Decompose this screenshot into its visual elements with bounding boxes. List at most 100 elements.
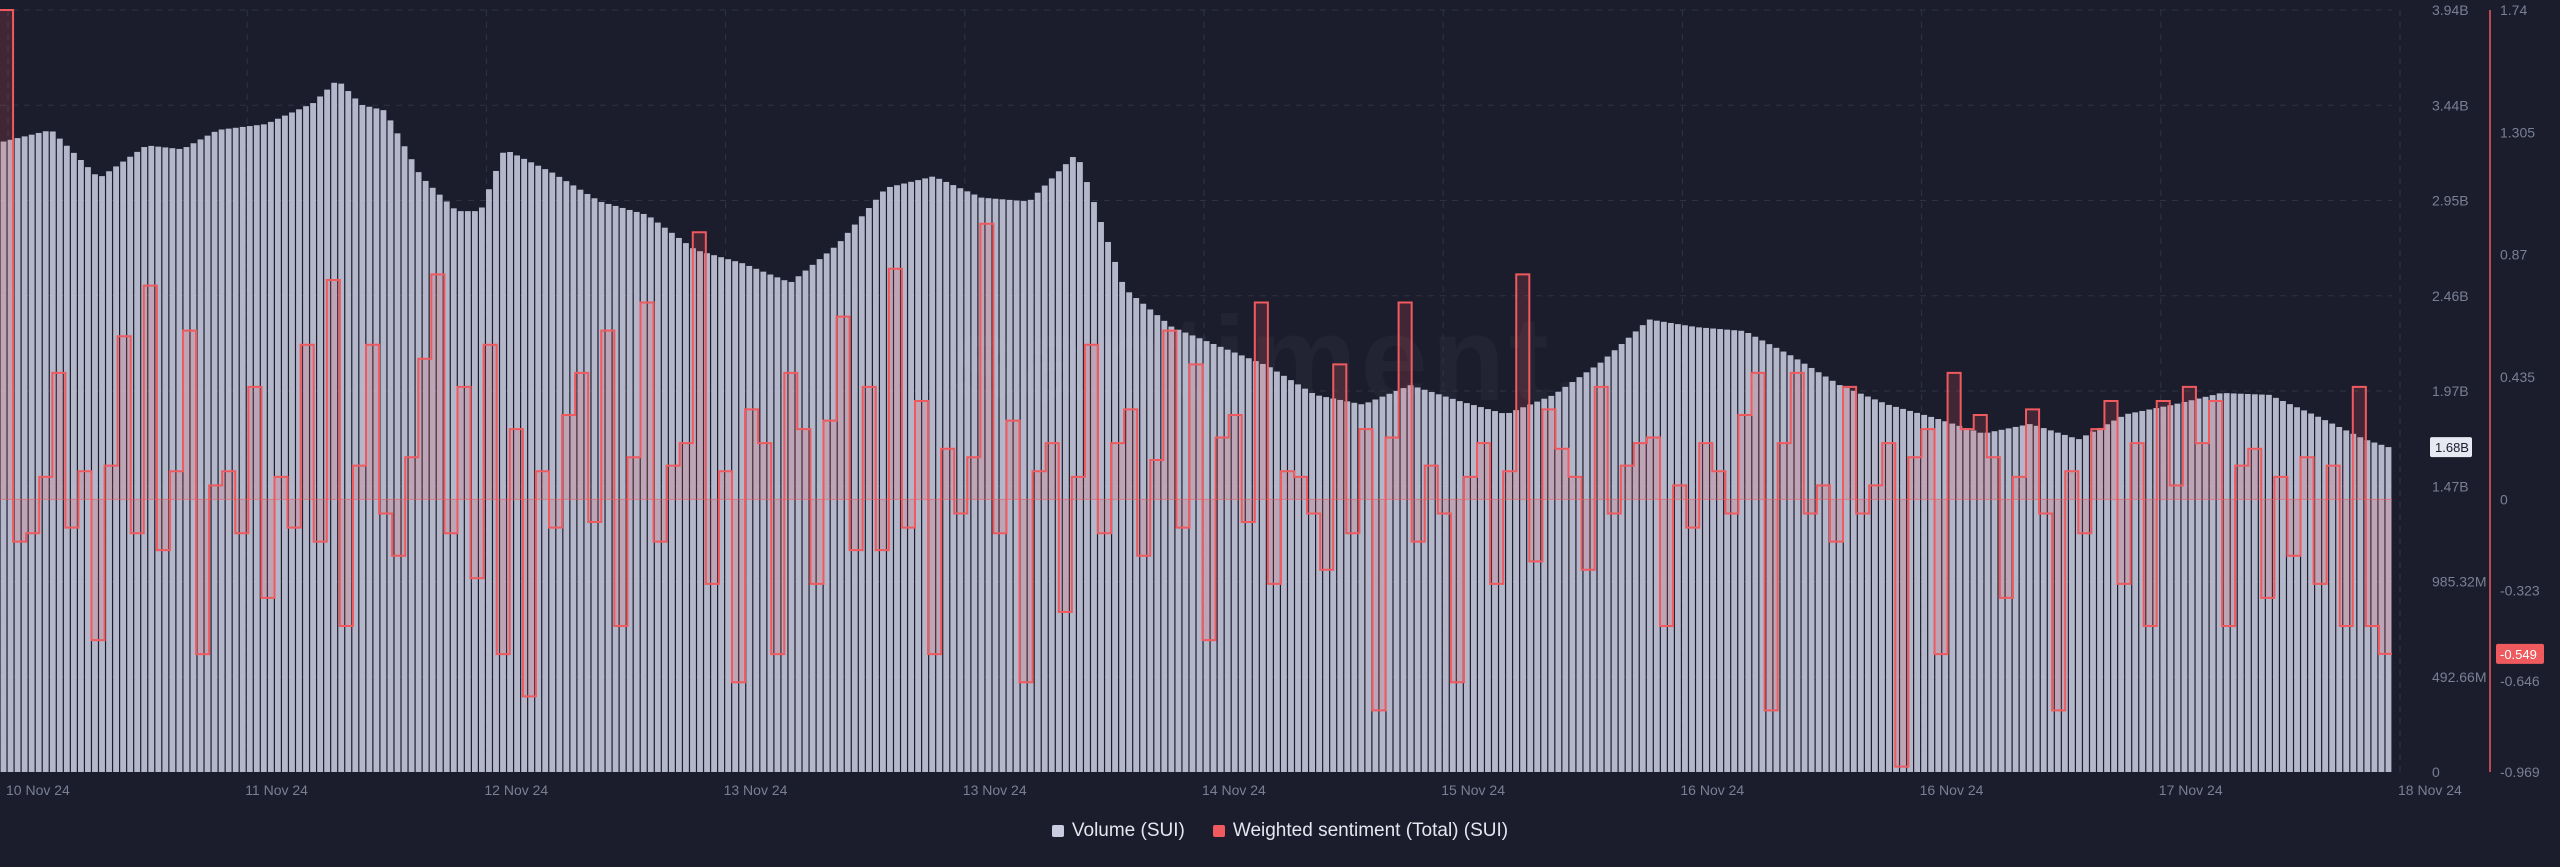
volume-bar[interactable]: [2097, 427, 2103, 772]
volume-bar[interactable]: [197, 139, 204, 772]
volume-bar[interactable]: [1794, 359, 1801, 772]
volume-bar[interactable]: [1435, 394, 1442, 772]
volume-bar[interactable]: [1330, 398, 1337, 772]
volume-bar[interactable]: [35, 132, 42, 772]
volume-bar[interactable]: [366, 106, 373, 772]
volume-bar[interactable]: [654, 222, 661, 772]
volume-bar[interactable]: [1576, 377, 1583, 772]
volume-bar[interactable]: [1597, 362, 1604, 772]
volume-bar[interactable]: [345, 91, 352, 772]
volume-bar[interactable]: [1372, 399, 1379, 772]
volume-bar[interactable]: [1231, 352, 1238, 772]
volume-bar[interactable]: [1281, 375, 1287, 772]
volume-bar[interactable]: [1970, 430, 1977, 772]
volume-bar[interactable]: [2280, 400, 2286, 772]
volume-bar[interactable]: [992, 198, 999, 772]
volume-bar[interactable]: [190, 143, 197, 773]
volume-bar[interactable]: [591, 198, 598, 772]
volume-bar[interactable]: [683, 243, 689, 773]
volume-bar[interactable]: [500, 152, 506, 772]
volume-bar[interactable]: [1808, 367, 1815, 772]
volume-bar[interactable]: [1935, 419, 1942, 772]
volume-bar[interactable]: [1140, 303, 1147, 772]
volume-bar[interactable]: [1660, 321, 1667, 772]
volume-bar[interactable]: [1119, 281, 1126, 772]
volume-bar[interactable]: [739, 263, 746, 772]
volume-bar[interactable]: [1203, 341, 1210, 772]
volume-bar[interactable]: [1534, 401, 1541, 772]
volume-bar[interactable]: [2188, 400, 2195, 772]
volume-bar[interactable]: [1759, 340, 1766, 772]
volume-bar[interactable]: [2385, 447, 2392, 772]
volume-bar[interactable]: [1358, 404, 1365, 772]
volume-bar[interactable]: [1949, 423, 1956, 772]
volume-bar[interactable]: [633, 211, 640, 773]
volume-bar[interactable]: [809, 264, 816, 772]
volume-bar[interactable]: [753, 268, 760, 772]
volume-bar[interactable]: [2273, 397, 2279, 772]
volume-bar[interactable]: [2216, 393, 2223, 772]
volume-bar[interactable]: [1787, 355, 1794, 772]
volume-bar[interactable]: [1478, 407, 1484, 772]
volume-bar[interactable]: [1611, 350, 1618, 772]
volume-bar[interactable]: [1857, 393, 1864, 772]
volume-bar[interactable]: [605, 203, 612, 773]
volume-bar[interactable]: [1175, 329, 1182, 772]
volume-bar[interactable]: [2160, 406, 2167, 772]
volume-bar[interactable]: [2378, 444, 2385, 772]
volume-bar[interactable]: [1836, 385, 1843, 772]
volume-bar[interactable]: [668, 232, 675, 773]
volume-bar[interactable]: [56, 138, 63, 772]
volume-bar[interactable]: [1527, 404, 1534, 772]
volume-bar[interactable]: [1463, 403, 1470, 772]
volume-bar[interactable]: [2223, 393, 2230, 772]
volume-bar[interactable]: [985, 198, 992, 773]
volume-bar[interactable]: [908, 181, 914, 772]
volume-bar[interactable]: [70, 152, 77, 772]
volume-bar[interactable]: [63, 145, 70, 773]
volume-bar[interactable]: [823, 253, 830, 772]
volume-bar[interactable]: [1752, 336, 1759, 772]
volume-bar[interactable]: [1302, 388, 1308, 772]
volume-bar[interactable]: [1020, 201, 1027, 772]
volume-bar[interactable]: [471, 211, 478, 772]
volume-bar[interactable]: [1105, 241, 1111, 772]
volume-bar[interactable]: [443, 201, 450, 772]
volume-bar[interactable]: [1252, 361, 1259, 772]
volume-bar[interactable]: [113, 166, 119, 772]
volume-bar[interactable]: [387, 120, 394, 772]
volume-bar[interactable]: [218, 129, 225, 772]
volume-bar[interactable]: [1562, 386, 1569, 772]
volume-bar[interactable]: [922, 178, 929, 772]
volume-bar[interactable]: [2329, 423, 2336, 772]
volume-bar[interactable]: [415, 172, 422, 772]
volume-bar[interactable]: [253, 125, 260, 773]
volume-bar[interactable]: [317, 96, 324, 773]
volume-bar[interactable]: [204, 135, 211, 772]
volume-bar[interactable]: [549, 172, 556, 773]
volume-bar[interactable]: [1520, 407, 1527, 772]
volume-bar[interactable]: [14, 138, 21, 772]
volume-bar[interactable]: [2251, 394, 2258, 772]
volume-bar[interactable]: [718, 257, 725, 773]
volume-bar[interactable]: [2068, 437, 2075, 772]
volume-bar[interactable]: [1245, 358, 1252, 772]
volume-bar[interactable]: [1703, 327, 1709, 772]
volume-bar[interactable]: [1928, 416, 1935, 772]
volume-bar[interactable]: [1907, 410, 1913, 772]
volume-bar[interactable]: [1942, 421, 1949, 772]
volume-bar[interactable]: [690, 248, 696, 772]
volume-bar[interactable]: [486, 189, 492, 773]
volume-bar[interactable]: [1091, 202, 1097, 773]
volume-bar[interactable]: [760, 271, 767, 772]
volume-bar[interactable]: [2181, 401, 2188, 772]
volume-bar[interactable]: [1013, 200, 1020, 772]
volume-bar[interactable]: [92, 174, 98, 772]
volume-bar[interactable]: [1632, 331, 1639, 772]
volume-bar[interactable]: [2146, 409, 2153, 772]
volume-bar[interactable]: [2343, 430, 2350, 772]
volume-bar[interactable]: [1984, 432, 1991, 772]
volume-bar[interactable]: [1963, 428, 1970, 772]
volume-bar[interactable]: [1850, 390, 1857, 772]
